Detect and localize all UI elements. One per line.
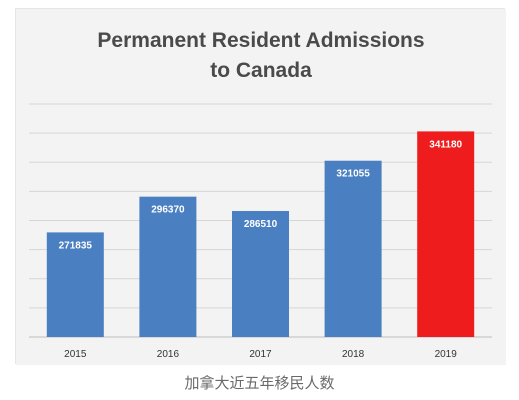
chart-title-line-1: Permanent Resident Admissions	[97, 29, 424, 52]
x-axis-tick-labels: 2015 2016 2017 2018 2019	[64, 349, 457, 360]
bar-2019	[417, 131, 475, 337]
x-tick-label-2019: 2019	[435, 349, 458, 360]
x-tick-label-2017: 2017	[249, 349, 272, 360]
bar-value-label-2017: 286510	[244, 219, 278, 230]
bar-2015	[46, 232, 104, 337]
bar-2018	[324, 160, 382, 337]
bar-value-labels: 271835 296370 286510 321055 341180	[59, 139, 463, 251]
bars	[46, 131, 475, 337]
bar-value-label-2015: 271835	[59, 240, 93, 251]
bar-chart: Permanent Resident Admissions to Canada …	[16, 9, 506, 365]
bar-2017	[232, 211, 289, 337]
bar-value-label-2016: 296370	[151, 205, 185, 216]
chart-card: Permanent Resident Admissions to Canada …	[15, 8, 506, 365]
chart-title-line-2: to Canada	[210, 59, 312, 82]
x-tick-label-2016: 2016	[157, 349, 180, 360]
x-tick-label-2015: 2015	[64, 349, 87, 360]
bar-value-label-2018: 321055	[336, 169, 370, 180]
bar-2016	[139, 196, 197, 337]
x-tick-label-2018: 2018	[342, 349, 365, 360]
chart-caption: 加拿大近五年移民人数	[184, 374, 335, 392]
bar-value-label-2019: 341180	[429, 139, 462, 150]
